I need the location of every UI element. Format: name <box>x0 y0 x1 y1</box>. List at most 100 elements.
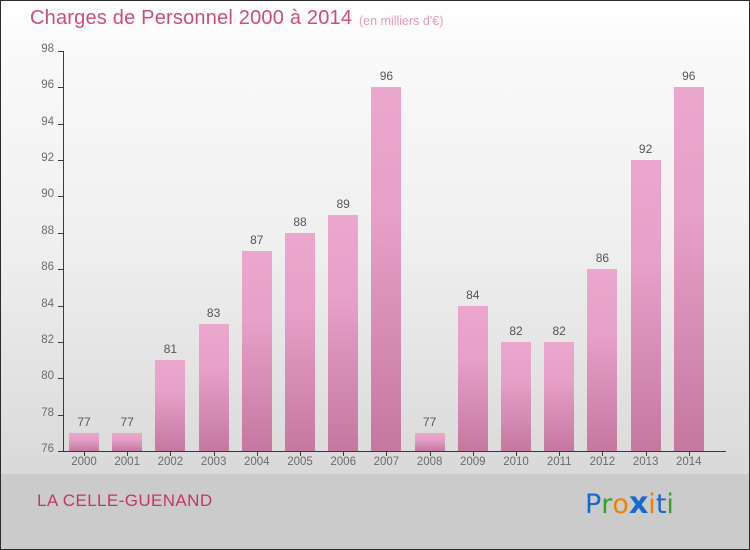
page-subtitle: (en milliers d'€) <box>359 14 444 28</box>
x-axis-label: 2010 <box>503 456 529 468</box>
x-axis-label: 2000 <box>71 456 97 468</box>
x-axis-tick <box>472 451 474 456</box>
y-axis-label: 86 <box>41 261 54 274</box>
y-axis-label: 92 <box>41 152 54 165</box>
x-axis-tick <box>213 451 215 456</box>
bar-value-label: 86 <box>595 251 610 266</box>
y-axis-tick <box>58 196 64 198</box>
y-axis-tick <box>58 378 64 380</box>
plot: 76 78 80 82 84 86 88 90 92 94 96 98 2000 2001 2002 200… <box>41 43 726 468</box>
y-axis-label: 80 <box>41 370 54 383</box>
x-axis-label: 2012 <box>589 456 616 468</box>
bar-value-label: 77 <box>422 414 437 429</box>
bar[interactable] <box>371 87 402 451</box>
bar[interactable] <box>69 432 99 451</box>
logo-letter: P <box>585 489 602 520</box>
x-axis-label: 2008 <box>416 456 443 468</box>
x-axis-tick <box>516 451 517 456</box>
x-axis-tick <box>429 451 431 456</box>
logo-letter: r <box>601 489 613 520</box>
y-axis-label: 84 <box>41 297 54 310</box>
logo-letter: i <box>666 489 674 520</box>
y-axis-tick <box>58 269 64 271</box>
x-axis-line <box>63 451 726 452</box>
bar[interactable] <box>501 341 531 451</box>
logo-letter: o <box>612 489 629 520</box>
x-axis-label: 2006 <box>330 456 356 468</box>
x-axis-tick <box>343 451 345 456</box>
y-axis-label: 76 <box>41 443 54 455</box>
logo-letter: x <box>628 486 649 521</box>
x-axis-tick <box>559 451 561 456</box>
x-axis-label: 2004 <box>244 456 270 468</box>
y-axis-tick <box>58 305 64 307</box>
y-axis-label: 96 <box>41 79 54 92</box>
x-axis-tick <box>170 451 172 456</box>
bar[interactable] <box>241 251 272 451</box>
bar-value-label: 88 <box>293 214 307 229</box>
x-axis-label: 2001 <box>114 456 140 468</box>
y-axis-tick <box>58 451 64 452</box>
bar-value-label: 81 <box>163 342 178 357</box>
bar[interactable] <box>328 214 359 451</box>
bar[interactable] <box>198 323 229 451</box>
chart-header: Charges de Personnel 2000 à 2014 (en mil… <box>1 1 749 41</box>
bar-value-label: 84 <box>466 287 480 302</box>
proxiti-logo[interactable]: Proxiti <box>585 486 674 521</box>
bar[interactable] <box>285 232 315 451</box>
y-axis-label: 88 <box>41 224 54 237</box>
x-axis-tick <box>386 451 388 456</box>
x-axis-tick <box>645 451 647 456</box>
bar-value-label: 82 <box>552 323 566 338</box>
bar[interactable] <box>457 305 488 451</box>
y-axis-label: 98 <box>41 43 54 55</box>
y-axis-label: 82 <box>41 333 54 346</box>
logo-letter: i <box>648 489 656 520</box>
x-axis-tick <box>300 451 301 456</box>
bar-value-label: 77 <box>77 414 91 429</box>
bar-value-label: 92 <box>638 142 653 157</box>
bar[interactable] <box>112 432 143 451</box>
x-axis-tick <box>688 451 690 456</box>
bar-value-label: 89 <box>336 196 350 211</box>
y-axis-tick <box>58 51 64 52</box>
y-axis-line <box>63 51 64 452</box>
commune-name: LA CELLE-GUENAND <box>37 491 213 510</box>
bar[interactable] <box>587 269 618 451</box>
bar[interactable] <box>630 160 661 451</box>
x-axis-tick <box>84 451 85 456</box>
x-axis-label: 2003 <box>200 456 227 468</box>
x-axis-label: 2005 <box>287 456 313 468</box>
bar[interactable] <box>544 341 575 451</box>
x-axis-tick <box>127 451 129 456</box>
bar-value-label: 87 <box>250 233 264 247</box>
bar[interactable] <box>414 432 445 451</box>
bar-value-label: 96 <box>379 69 394 84</box>
x-axis-tick <box>602 451 604 456</box>
bar[interactable] <box>155 360 186 451</box>
y-axis-label: 94 <box>41 115 54 128</box>
y-axis-label: 78 <box>41 406 54 419</box>
chart-footer: LA CELLE-GUENAND Proxiti <box>1 474 749 549</box>
page-title: Charges de Personnel 2000 à 2014 <box>30 7 353 29</box>
bar[interactable] <box>673 87 704 451</box>
bar-value-label: 82 <box>509 323 523 338</box>
x-axis-label: 2009 <box>460 456 486 468</box>
x-axis-label: 2013 <box>632 456 659 468</box>
bar-value-label: 96 <box>682 69 696 84</box>
y-axis-tick <box>58 87 64 89</box>
y-axis-tick <box>58 123 64 125</box>
x-axis-label: 2014 <box>676 456 702 468</box>
x-axis-label: 2011 <box>546 456 572 468</box>
chart-plot-area: 76 78 80 82 84 86 88 90 92 94 96 98 2000 2001 2002 200… <box>1 41 749 474</box>
x-axis-label: 2007 <box>373 456 400 468</box>
y-axis-tick <box>58 341 64 343</box>
logo-letter: t <box>655 489 667 520</box>
bar-value-label: 83 <box>206 305 221 320</box>
x-axis-tick <box>256 451 258 456</box>
y-axis-label: 90 <box>41 188 54 201</box>
bar-value-label: 77 <box>120 414 134 429</box>
y-axis-tick <box>58 232 64 234</box>
x-axis-label: 2002 <box>157 456 184 468</box>
